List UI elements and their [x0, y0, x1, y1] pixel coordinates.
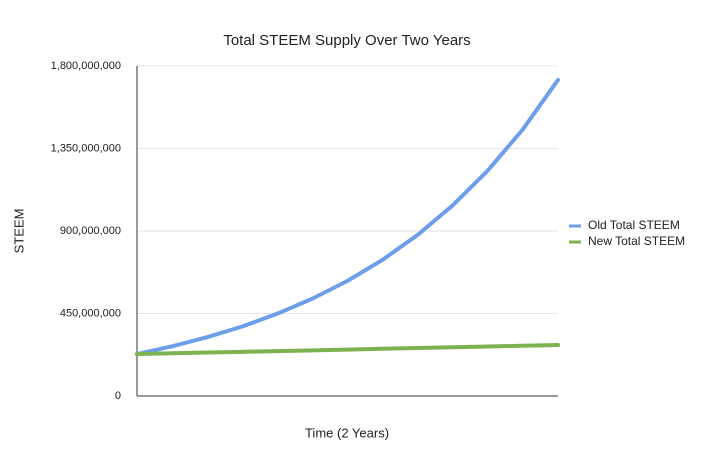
series-line [135, 343, 560, 357]
legend-label: New Total STEEM [588, 234, 685, 248]
chart-title: Total STEEM Supply Over Two Years [223, 32, 470, 49]
y-tick-label: 0 [115, 390, 121, 402]
y-axis-label: STEEM [11, 209, 26, 254]
y-tick-label: 450,000,000 [60, 307, 121, 319]
legend-label: Old Total STEEM [588, 218, 680, 232]
y-tick-label: 900,000,000 [60, 225, 121, 237]
y-tick-label: 1,350,000,000 [51, 142, 121, 154]
x-axis-label: Time (2 Years) [305, 425, 389, 440]
y-tick-label: 1,800,000,000 [51, 60, 121, 72]
series-line [135, 77, 560, 357]
